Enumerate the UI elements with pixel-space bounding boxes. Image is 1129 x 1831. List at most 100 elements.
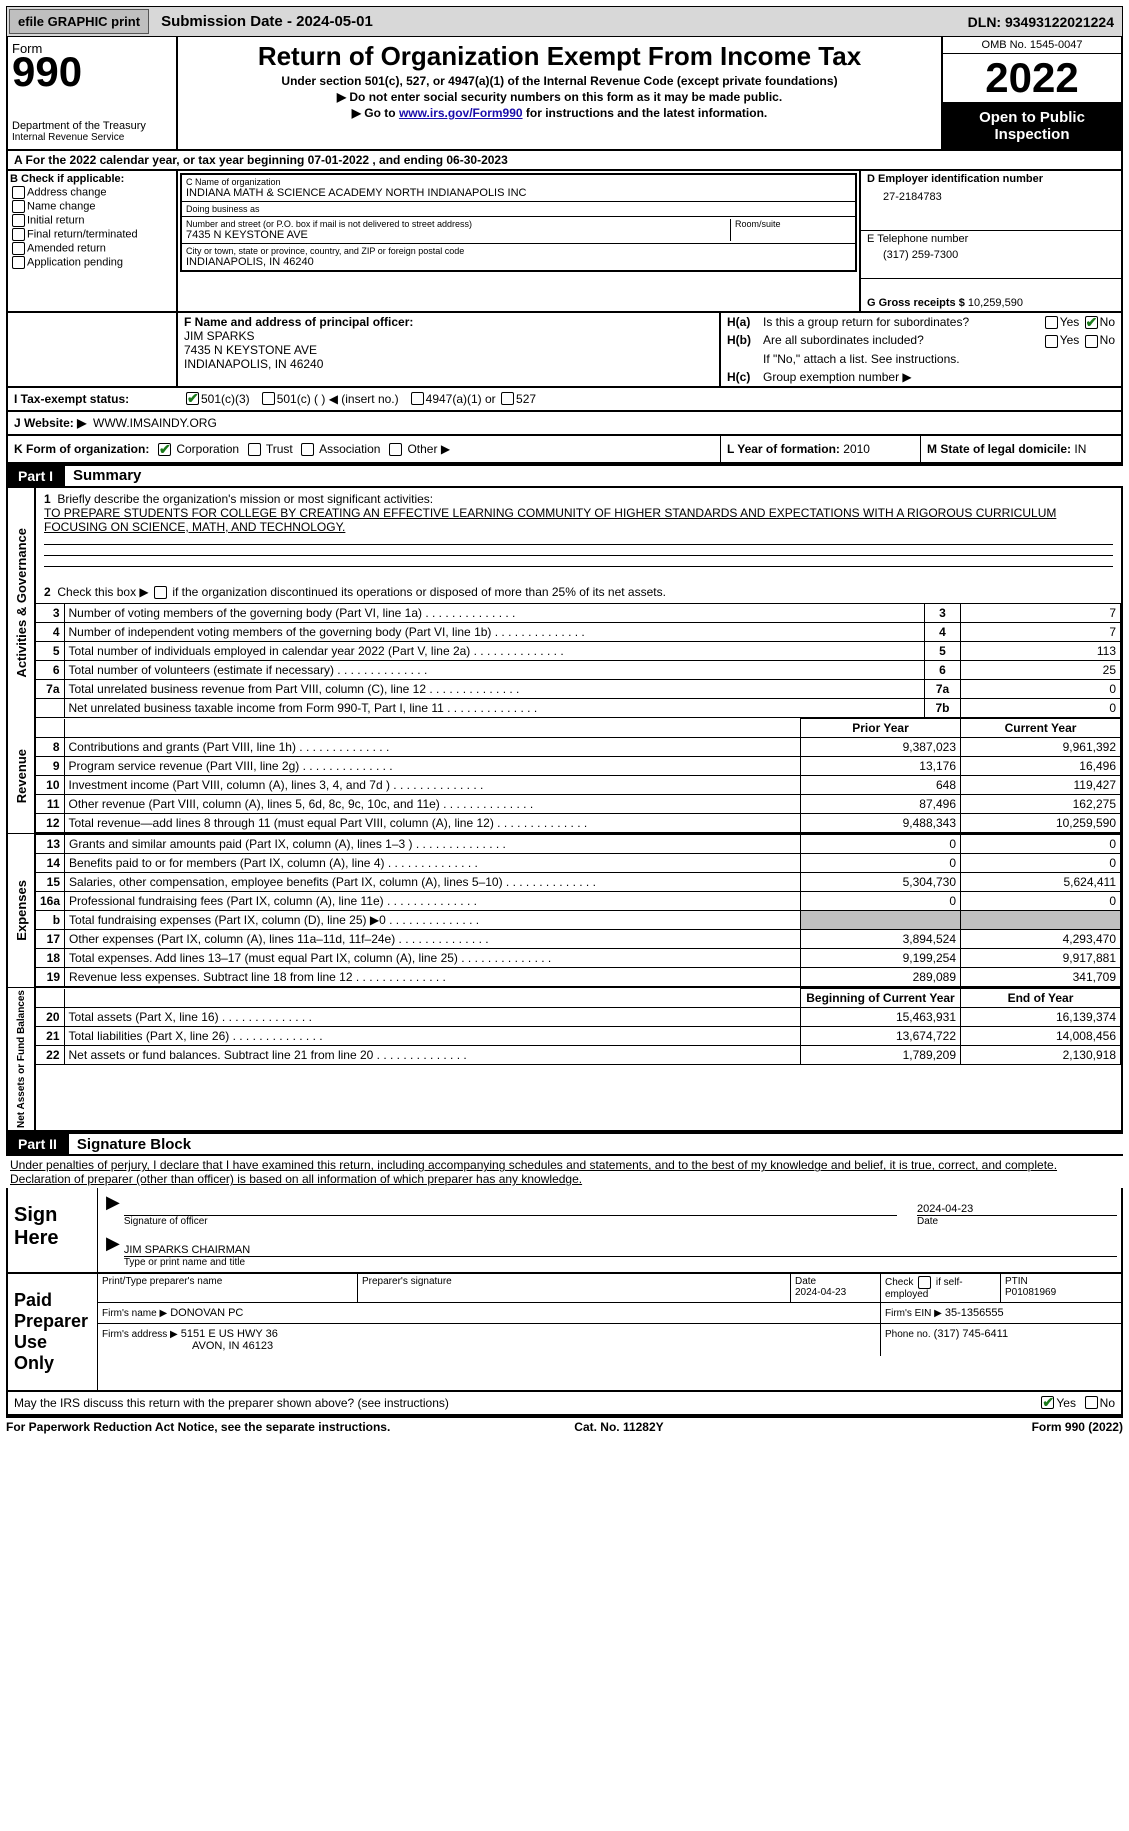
cb-527[interactable] (501, 392, 514, 405)
cb-application-pending[interactable]: Application pending (10, 256, 174, 269)
pp-h1: Print/Type preparer's name (102, 1276, 353, 1287)
header-block: B Check if applicable: Address change Na… (6, 171, 1123, 313)
k-lbl: K Form of organization: (14, 442, 149, 456)
c-name-lbl: C Name of organization (186, 177, 851, 187)
ein-value: 27-2184783 (867, 185, 1115, 203)
efile-print-button[interactable]: efile GRAPHIC print (9, 9, 149, 34)
d-lbl: D Employer identification number (867, 173, 1115, 185)
officer-name: JIM SPARKS (184, 329, 713, 343)
hb-text: Are all subordinates included? (763, 333, 1043, 347)
jurat: Under penalties of perjury, I declare th… (6, 1156, 1123, 1188)
firm-addr-lbl: Firm's address ▶ (102, 1329, 178, 1340)
form-subtitle-1: Under section 501(c), 527, or 4947(a)(1)… (182, 74, 937, 88)
sub3-pre: ▶ Go to (352, 106, 399, 120)
website-value: WWW.IMSAINDY.ORG (93, 416, 217, 430)
sig-officer-lbl: Signature of officer (124, 1216, 897, 1227)
col-f: F Name and address of principal officer:… (178, 313, 721, 386)
sig-date-val: 2024-04-23 (917, 1203, 973, 1215)
side-gov: Activities & Governance (12, 526, 31, 680)
org-name: INDIANA MATH & SCIENCE ACADEMY NORTH IND… (186, 187, 851, 199)
gross-receipts: 10,259,590 (968, 297, 1023, 309)
mission-lbl: Briefly describe the organization's miss… (57, 492, 433, 506)
sign-here-label: Sign Here (8, 1188, 98, 1272)
pp-h4: Check if self-employed (885, 1276, 996, 1300)
cb-name-change[interactable]: Name change (10, 200, 174, 213)
cb-self-employed[interactable] (918, 1276, 931, 1289)
omb-number: OMB No. 1545-0047 (943, 37, 1121, 54)
col-c: C Name of organization INDIANA MATH & SC… (178, 171, 861, 311)
form-subtitle-2: ▶ Do not enter social security numbers o… (182, 90, 937, 104)
side-exp: Expenses (12, 878, 31, 943)
footer: For Paperwork Reduction Act Notice, see … (6, 1416, 1123, 1434)
sign-here-block: Sign Here Signature of officer 2024-04-2… (6, 1188, 1123, 1274)
cb-501c3[interactable] (186, 392, 199, 405)
cb-trust[interactable] (248, 443, 261, 456)
line2: Check this box ▶ if the organization dis… (57, 585, 666, 599)
ha-no[interactable] (1085, 316, 1098, 329)
dba-lbl: Doing business as (186, 204, 851, 214)
exp-table: 13Grants and similar amounts paid (Part … (36, 834, 1121, 987)
rev-table: Prior YearCurrent Year8Contributions and… (36, 718, 1121, 833)
irs-label: Internal Revenue Service (12, 132, 172, 143)
gov-table: 3Number of voting members of the governi… (36, 603, 1121, 718)
part2-bar: Part II Signature Block (6, 1132, 1123, 1156)
street-lbl: Number and street (or P.O. box if mail i… (186, 219, 730, 229)
firm-phone-lbl: Phone no. (885, 1329, 931, 1340)
col-b: B Check if applicable: Address change Na… (8, 171, 178, 311)
footer-left: For Paperwork Reduction Act Notice, see … (6, 1420, 390, 1434)
arrow-icon-2 (102, 1233, 124, 1268)
rev-section: Revenue Prior YearCurrent Year8Contribut… (6, 718, 1123, 834)
na-table: Beginning of Current YearEnd of Year20To… (36, 988, 1121, 1065)
footer-right: Form 990 (2022) (1032, 1420, 1123, 1434)
gov-section: Activities & Governance 1 Briefly descri… (6, 488, 1123, 718)
line-i: I Tax-exempt status: 501(c)(3) 501(c) ( … (6, 388, 1123, 412)
open-inspection: Open to Public Inspection (943, 103, 1121, 149)
line-j: J Website: ▶ WWW.IMSAINDY.ORG (6, 412, 1123, 436)
firm-lbl: Firm's name ▶ (102, 1308, 167, 1319)
sub3-post: for instructions and the latest informat… (523, 106, 768, 120)
cb-final-return[interactable]: Final return/terminated (10, 228, 174, 241)
footer-center: Cat. No. 11282Y (574, 1420, 663, 1434)
na-section: Net Assets or Fund Balances Beginning of… (6, 988, 1123, 1132)
form-subtitle-3: ▶ Go to www.irs.gov/Form990 for instruct… (182, 106, 937, 120)
tax-year: 2022 (943, 54, 1121, 103)
f-h-block: F Name and address of principal officer:… (6, 313, 1123, 388)
topbar: efile GRAPHIC print Submission Date - 20… (6, 6, 1123, 37)
firm-addr1: 5151 E US HWY 36 (181, 1328, 278, 1340)
paid-preparer-label: Paid Preparer Use Only (8, 1274, 98, 1390)
submission-date: Submission Date - 2024-05-01 (151, 9, 383, 34)
state-domicile: IN (1074, 442, 1086, 456)
col-h: H(a) Is this a group return for subordin… (721, 313, 1121, 386)
cb-assoc[interactable] (301, 443, 314, 456)
room-lbl: Room/suite (735, 219, 851, 229)
street-val: 7435 N KEYSTONE AVE (186, 229, 730, 241)
part2-label: Part II (6, 1134, 69, 1154)
line-a: A For the 2022 calendar year, or tax yea… (6, 151, 1123, 171)
col-d: D Employer identification number 27-2184… (861, 171, 1121, 311)
cb-other[interactable] (389, 443, 402, 456)
discuss-q: May the IRS discuss this return with the… (14, 1396, 449, 1410)
hb-yes[interactable] (1045, 335, 1058, 348)
cb-4947[interactable] (411, 392, 424, 405)
firm-phone: (317) 745-6411 (934, 1328, 1008, 1340)
firm-name: DONOVAN PC (170, 1307, 243, 1319)
pp-h5: PTIN (1005, 1276, 1117, 1287)
hb-no[interactable] (1085, 335, 1098, 348)
ha-yes[interactable] (1045, 316, 1058, 329)
discuss-no[interactable] (1085, 1396, 1098, 1409)
l-lbl: L Year of formation: (727, 442, 840, 456)
cb-address-change[interactable]: Address change (10, 186, 174, 199)
j-lbl: J Website: ▶ (14, 416, 86, 430)
cb-amended-return[interactable]: Amended return (10, 242, 174, 255)
typed-lbl: Type or print name and title (124, 1257, 1117, 1268)
cb-discontinued[interactable] (154, 586, 167, 599)
city-lbl: City or town, state or province, country… (186, 246, 851, 256)
year-formation: 2010 (843, 442, 870, 456)
irs-link[interactable]: www.irs.gov/Form990 (399, 106, 523, 120)
officer-addr1: 7435 N KEYSTONE AVE (184, 343, 713, 357)
discuss-yes[interactable] (1041, 1396, 1054, 1409)
cb-initial-return[interactable]: Initial return (10, 214, 174, 227)
g-lbl: G Gross receipts $ (867, 297, 965, 309)
cb-corp[interactable] (158, 443, 171, 456)
cb-501c[interactable] (262, 392, 275, 405)
